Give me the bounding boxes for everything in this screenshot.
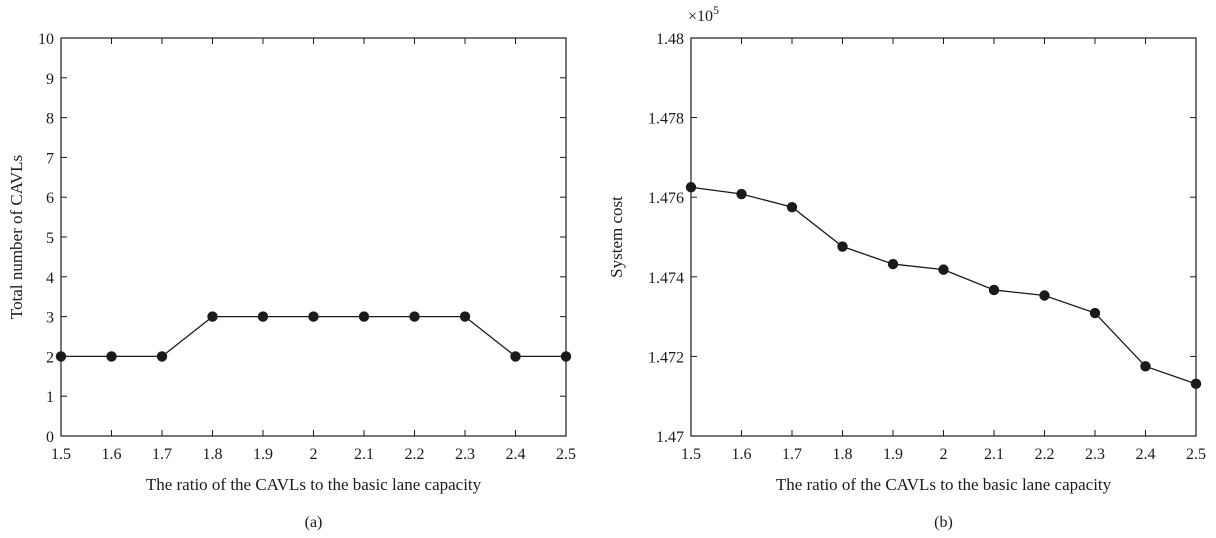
y-tick-label: 1.472 <box>648 349 684 366</box>
data-point <box>308 311 319 322</box>
series-points-b <box>685 182 1202 390</box>
series-line-b <box>690 186 1197 385</box>
x-tick-label: 1.7 <box>782 446 802 463</box>
x-tick-label: 2.2 <box>405 446 425 463</box>
y-tick-label: 10 <box>38 31 54 48</box>
y-tick-label: 1.47 <box>656 429 684 446</box>
y-axis-multiplier: ×105 <box>688 3 719 25</box>
data-point <box>358 311 370 322</box>
x-tick-label: 1.6 <box>102 446 122 463</box>
data-point <box>106 351 117 362</box>
chart-panel-a: 1.5 1.6 1.7 1.8 1.9 2 2.1 2.2 2.3 2.4 2.5 0 1 2 3 4 5 6 7 8… <box>7 31 576 531</box>
data-point <box>1190 378 1202 390</box>
y-tick-label: 1.476 <box>648 190 684 207</box>
x-tick-label: 2 <box>940 446 948 463</box>
y-axis-label-a: Total number of CAVLs <box>7 155 26 319</box>
x-tick-label: 2.1 <box>984 446 1004 463</box>
data-point <box>1089 307 1101 319</box>
y-tick-label: 0 <box>46 429 54 446</box>
x-tick-label: 1.9 <box>883 446 903 463</box>
plot-frame-b <box>690 37 1197 437</box>
x-tick-label: 2.2 <box>1035 446 1055 463</box>
series-line <box>690 186 1197 385</box>
y-tick-label: 1 <box>46 389 54 406</box>
x-tick-label: 2.3 <box>1085 446 1105 463</box>
y-tick-label: 7 <box>46 150 54 167</box>
x-tick-label: 1.8 <box>833 446 853 463</box>
x-tick-label: 2.5 <box>556 446 576 463</box>
x-tick-label: 2.5 <box>1186 446 1206 463</box>
data-point <box>1140 361 1151 372</box>
y-tick-label: 8 <box>46 111 54 128</box>
data-point <box>786 201 798 213</box>
data-point <box>156 351 168 362</box>
data-point <box>938 264 949 275</box>
data-point <box>736 188 747 200</box>
y-tick-label: 9 <box>46 71 54 88</box>
series-points-a <box>55 311 572 362</box>
x-axis-label-a: The ratio of the CAVLs to the basic lane… <box>146 475 482 494</box>
series-line <box>61 315 566 358</box>
y-tick-label: 6 <box>46 190 54 207</box>
y-axis-label-b: System cost <box>607 196 626 278</box>
y-tick-label: 1.48 <box>656 31 684 48</box>
y-axis-multiplier-exponent: 5 <box>713 3 719 17</box>
x-tick-label: 1.5 <box>681 446 701 463</box>
axis-ticks-b: 1.5 1.6 1.7 1.8 1.9 2 2.1 2.2 2.3 2.4 2.5 1.47 1.472… <box>648 31 1206 463</box>
y-tick-label: 1.474 <box>648 270 684 287</box>
y-axis-multiplier-base: ×10 <box>688 8 713 25</box>
x-tick-label: 1.7 <box>152 446 172 463</box>
x-tick-label: 1.8 <box>203 446 223 463</box>
chart-panel-b: 1.5 1.6 1.7 1.8 1.9 2 2.1 2.2 2.3 2.4 2.5 1.47 1.472… <box>607 3 1206 531</box>
plot-frame-a <box>60 37 567 437</box>
series-line-a <box>61 315 566 358</box>
data-point <box>459 311 471 322</box>
y-tick-label: 5 <box>46 230 54 247</box>
axis-ticks-a: 1.5 1.6 1.7 1.8 1.9 2 2.1 2.2 2.3 2.4 2.5 0 1 2 3 4 5 6 7 8… <box>38 31 576 463</box>
data-point <box>560 351 572 362</box>
panel-label-b: (b) <box>934 514 953 531</box>
data-point <box>257 311 269 322</box>
x-tick-label: 1.9 <box>253 446 273 463</box>
data-point <box>685 182 697 193</box>
x-tick-label: 2.3 <box>455 446 475 463</box>
x-axis-label-b: The ratio of the CAVLs to the basic lane… <box>776 475 1112 494</box>
data-point <box>510 351 521 362</box>
data-point <box>207 311 218 322</box>
data-point <box>55 351 67 362</box>
x-tick-label: 2.1 <box>354 446 374 463</box>
x-tick-label: 1.6 <box>732 446 752 463</box>
x-tick-label: 1.5 <box>51 446 71 463</box>
y-tick-label: 2 <box>46 349 54 366</box>
panel-label-a: (a) <box>305 514 323 531</box>
data-point <box>409 311 420 322</box>
x-tick-label: 2.4 <box>506 446 526 463</box>
y-tick-label: 1.478 <box>648 111 684 128</box>
data-point <box>837 241 848 252</box>
y-tick-label: 4 <box>46 270 54 287</box>
data-point <box>1039 290 1050 301</box>
data-point <box>988 284 1000 296</box>
y-tick-label: 3 <box>46 310 54 327</box>
x-tick-label: 2 <box>310 446 318 463</box>
x-tick-label: 2.4 <box>1136 446 1156 463</box>
data-point <box>887 258 899 270</box>
